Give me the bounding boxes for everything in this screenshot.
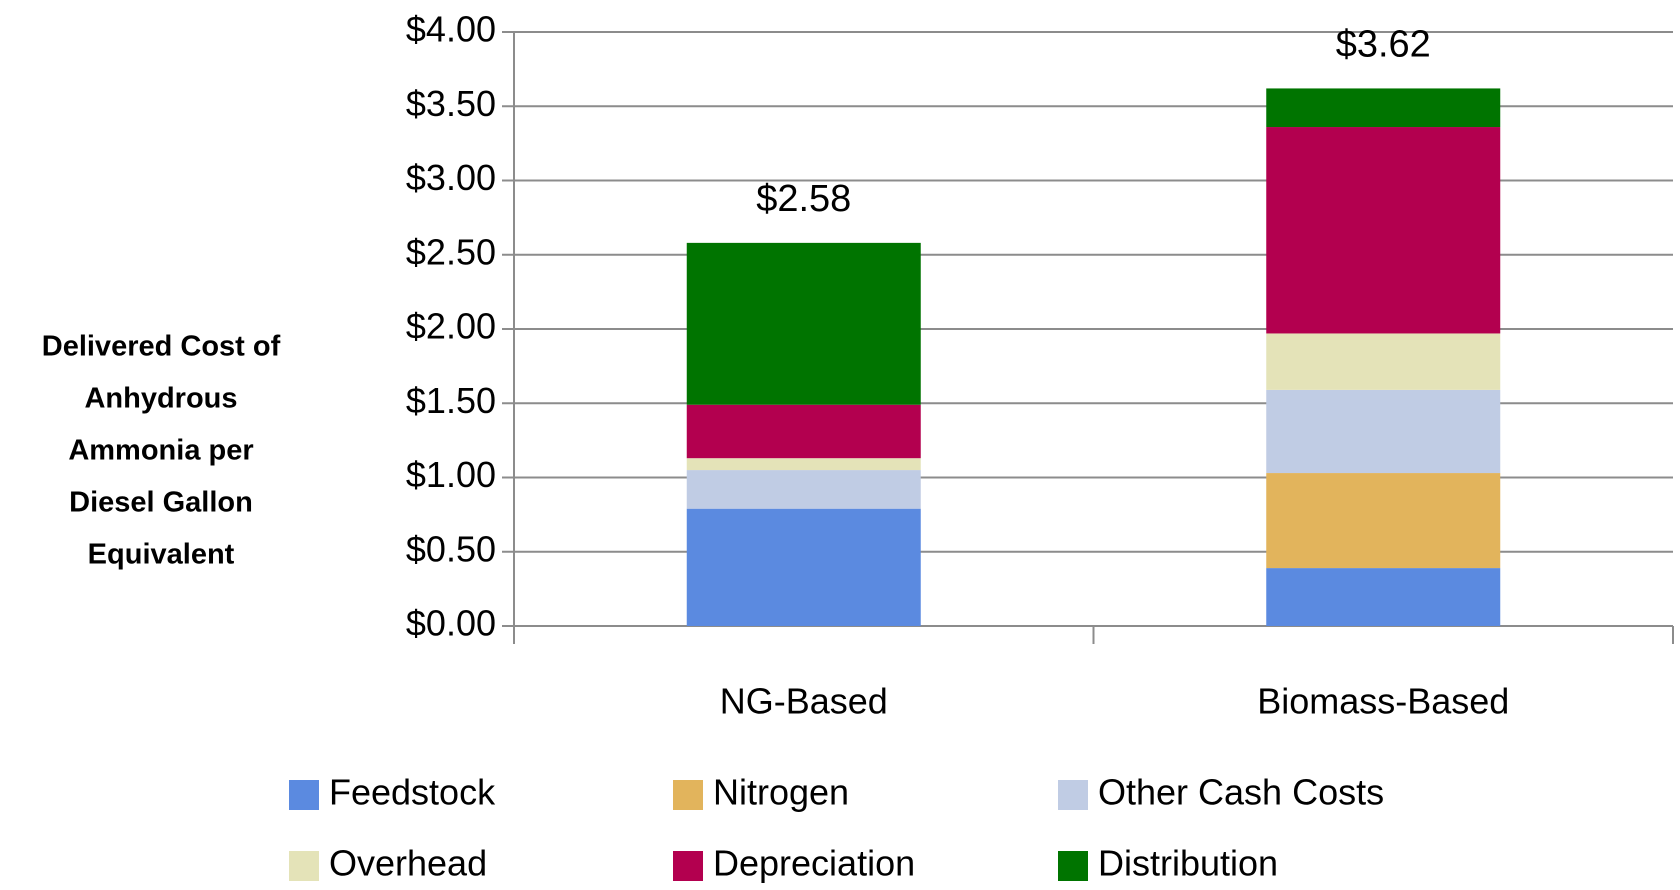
legend-swatch bbox=[673, 851, 703, 881]
bar-segment bbox=[1266, 389, 1501, 474]
y-tick-label: $4.00 bbox=[406, 9, 496, 50]
y-tick-label: $1.00 bbox=[406, 454, 496, 495]
y-axis-label: Ammonia per bbox=[68, 435, 253, 467]
y-axis-label: Anhydrous bbox=[84, 383, 237, 415]
y-axis-label: Delivered Cost of bbox=[42, 331, 281, 363]
y-tick-label: $2.00 bbox=[406, 306, 496, 347]
bar-segment bbox=[1266, 127, 1501, 334]
legend-label: Other Cash Costs bbox=[1098, 772, 1384, 813]
y-tick-label: $0.50 bbox=[406, 528, 496, 569]
bar-segment bbox=[1266, 333, 1501, 390]
y-tick-label: $2.50 bbox=[406, 231, 496, 272]
y-tick-label: $3.50 bbox=[406, 83, 496, 124]
legend-swatch bbox=[289, 851, 319, 881]
legend-swatch bbox=[1058, 780, 1088, 810]
x-tick-label: NG-Based bbox=[720, 681, 888, 722]
legend-label: Distribution bbox=[1098, 843, 1278, 884]
legend-swatch bbox=[1058, 851, 1088, 881]
y-tick-label: $1.50 bbox=[406, 380, 496, 421]
x-tick-label: Biomass-Based bbox=[1257, 681, 1509, 722]
bar-segment bbox=[1266, 473, 1501, 569]
bar-segment bbox=[686, 470, 921, 509]
y-axis-label: Equivalent bbox=[88, 539, 235, 571]
legend-label: Depreciation bbox=[713, 843, 915, 884]
legend-label: Nitrogen bbox=[713, 772, 849, 813]
legend-swatch bbox=[289, 780, 319, 810]
bar-segment bbox=[1266, 568, 1501, 626]
bar-segment bbox=[686, 242, 921, 405]
y-axis-label: Diesel Gallon bbox=[69, 487, 253, 519]
bar-segment bbox=[686, 404, 921, 459]
legend-label: Feedstock bbox=[329, 772, 496, 813]
y-tick-label: $3.00 bbox=[406, 157, 496, 198]
bar-segment bbox=[686, 458, 921, 471]
total-label: $2.58 bbox=[756, 178, 851, 220]
y-tick-label: $0.00 bbox=[406, 603, 496, 644]
legend-swatch bbox=[673, 780, 703, 810]
legend-label: Overhead bbox=[329, 843, 487, 884]
bar-segment bbox=[1266, 88, 1501, 128]
total-label: $3.62 bbox=[1336, 23, 1431, 65]
bar-segment bbox=[686, 508, 921, 626]
